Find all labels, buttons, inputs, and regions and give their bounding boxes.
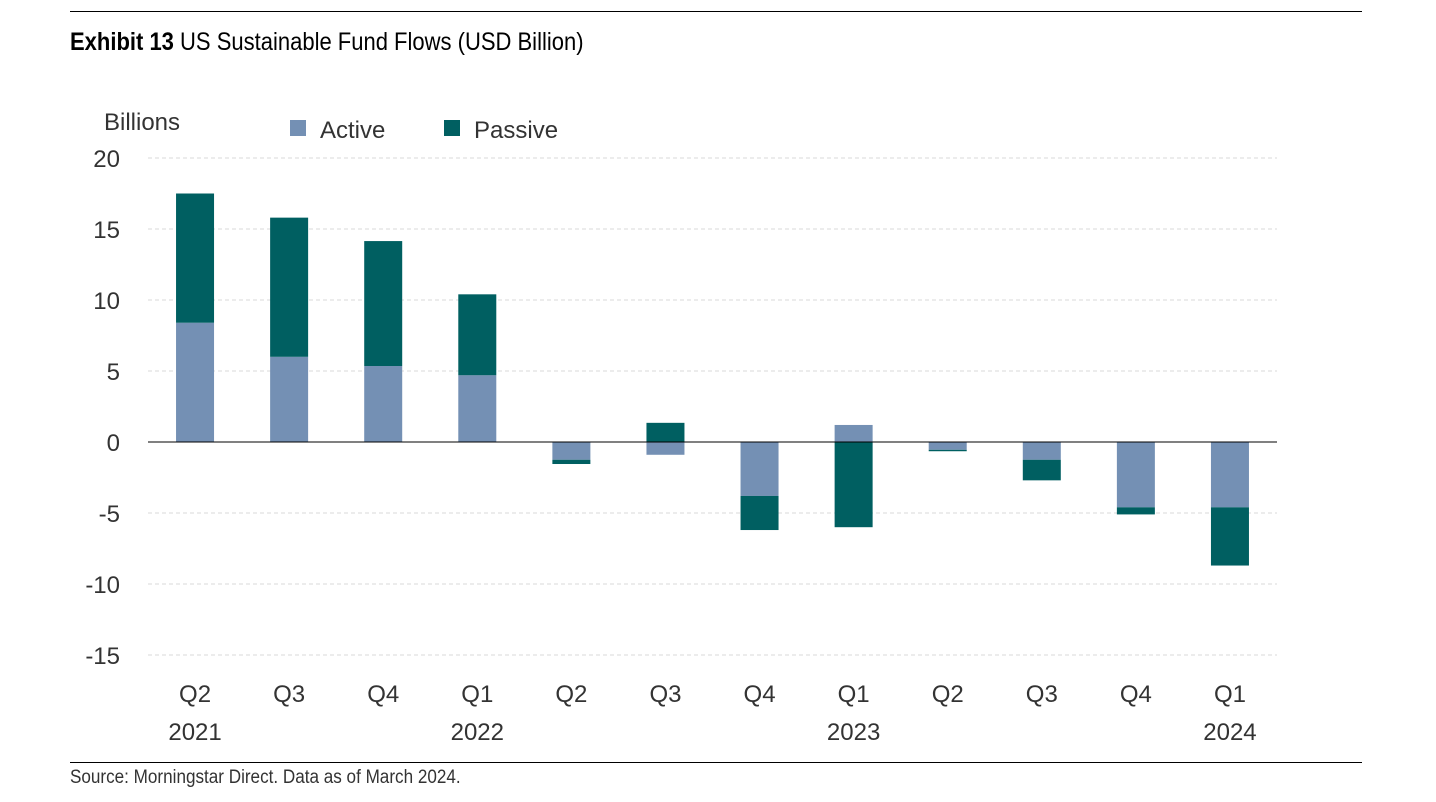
bar-active	[270, 356, 309, 442]
bar-passive	[364, 241, 403, 367]
x-tick-label: Q2	[555, 681, 587, 708]
x-tick-year: 2024	[1203, 719, 1256, 746]
bar-active	[740, 442, 779, 496]
y-tick-label: 20	[93, 146, 120, 173]
bar-passive	[928, 449, 967, 452]
bar-active	[364, 366, 403, 442]
bar-passive	[176, 193, 215, 323]
bar-active	[1022, 442, 1061, 460]
bar-active	[646, 442, 685, 455]
bar-passive	[834, 442, 873, 528]
top-rule	[70, 11, 1362, 12]
y-tick-label: 0	[107, 430, 120, 457]
source-note: Source: Morningstar Direct. Data as of M…	[70, 767, 461, 788]
x-tick-label: Q2	[932, 681, 964, 708]
y-tick-label: 10	[93, 288, 120, 315]
legend-label-passive: Passive	[474, 117, 558, 144]
x-tick-year: 2022	[451, 719, 504, 746]
y-tick-label: 15	[93, 217, 120, 244]
bottom-rule	[70, 762, 1362, 763]
x-tick-label: Q4	[1120, 681, 1152, 708]
y-axis-label: Billions	[104, 109, 180, 136]
bar-passive	[458, 294, 497, 376]
bar-active	[458, 375, 497, 442]
bar-active	[176, 322, 215, 442]
bar-passive	[1116, 507, 1155, 515]
bar-passive	[740, 495, 779, 531]
chart-title: Exhibit 13 US Sustainable Fund Flows (US…	[70, 28, 584, 57]
x-tick-label: Q4	[367, 681, 399, 708]
legend-label-active: Active	[320, 117, 385, 144]
bar-passive	[270, 217, 309, 357]
x-tick-label: Q4	[744, 681, 776, 708]
y-tick-label: -15	[85, 643, 120, 670]
exhibit-label: Exhibit 13	[70, 28, 174, 56]
bar-passive	[552, 459, 591, 465]
legend-swatch-passive	[444, 120, 460, 136]
bar-passive	[1022, 459, 1061, 481]
bar-passive	[1210, 507, 1249, 566]
title-text: US Sustainable Fund Flows (USD Billion)	[180, 28, 584, 56]
y-tick-label: -10	[85, 572, 120, 599]
x-tick-year: 2021	[168, 719, 221, 746]
y-tick-label: -5	[99, 501, 120, 528]
x-tick-label: Q3	[273, 681, 305, 708]
bar-passive	[646, 422, 685, 442]
legend-swatch-active	[290, 120, 306, 136]
y-tick-label: 5	[107, 359, 120, 386]
bar-active	[1210, 442, 1249, 508]
x-tick-label: Q1	[1214, 681, 1246, 708]
bar-active	[928, 442, 967, 450]
bar-active	[834, 424, 873, 442]
x-tick-label: Q2	[179, 681, 211, 708]
x-tick-year: 2023	[827, 719, 880, 746]
x-tick-label: Q3	[1026, 681, 1058, 708]
bar-active	[1116, 442, 1155, 508]
x-tick-label: Q3	[649, 681, 681, 708]
x-tick-label: Q1	[461, 681, 493, 708]
x-tick-label: Q1	[838, 681, 870, 708]
bar-active	[552, 442, 591, 460]
